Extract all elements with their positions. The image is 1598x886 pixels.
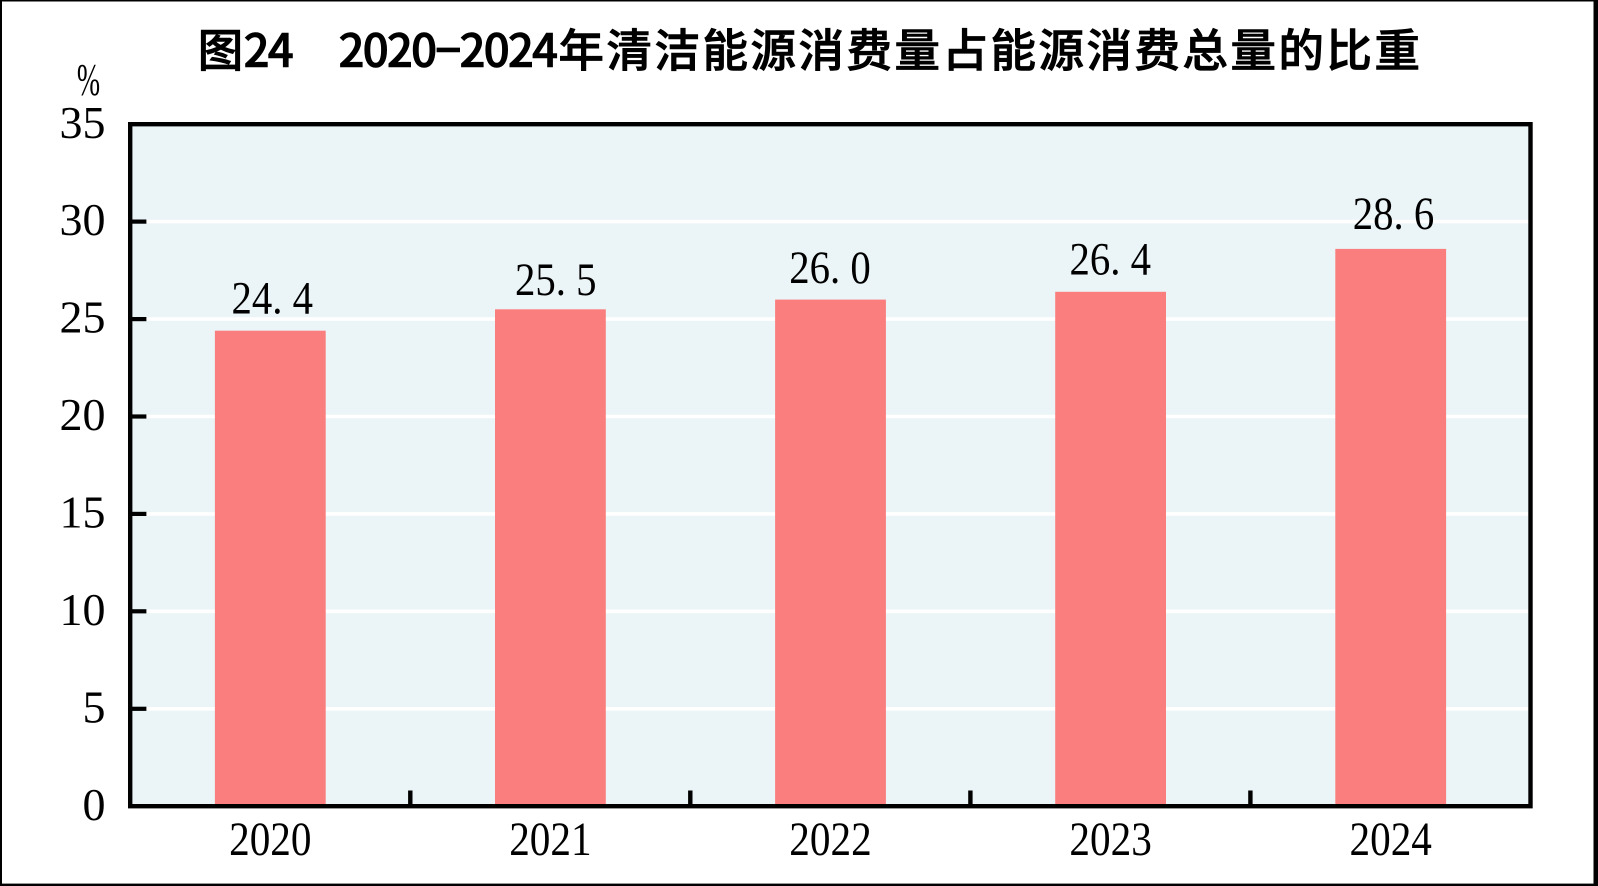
svg-text:5: 5 (83, 681, 106, 732)
svg-text:2021: 2021 (509, 814, 591, 866)
svg-text:2023: 2023 (1069, 814, 1151, 866)
svg-text:2024: 2024 (1350, 814, 1432, 866)
svg-text:10: 10 (60, 584, 106, 635)
svg-text:%: % (77, 57, 100, 106)
svg-text:2020: 2020 (229, 814, 311, 866)
svg-text:15: 15 (60, 487, 106, 538)
svg-text:0: 0 (83, 779, 106, 830)
svg-text:25. 5: 25. 5 (515, 254, 597, 306)
svg-text:2022: 2022 (789, 814, 871, 866)
svg-text:20: 20 (60, 389, 106, 440)
svg-text:30: 30 (60, 194, 106, 245)
svg-text:26. 0: 26. 0 (789, 242, 871, 294)
svg-text:28. 6: 28. 6 (1353, 188, 1435, 240)
svg-text:35: 35 (60, 97, 106, 148)
svg-text:24. 4: 24. 4 (231, 273, 313, 325)
svg-text:26. 4: 26. 4 (1069, 233, 1151, 285)
svg-text:25: 25 (60, 292, 106, 343)
